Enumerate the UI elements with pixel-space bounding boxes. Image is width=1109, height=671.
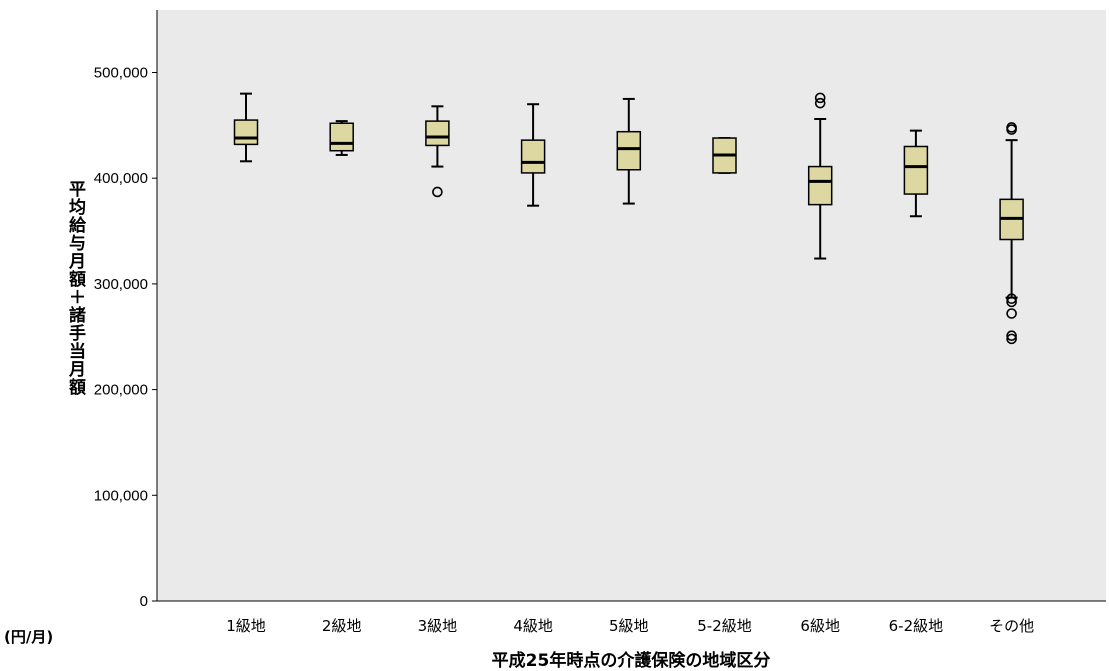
x-tick-label: 2級地: [322, 617, 362, 635]
outlier-point: [1006, 308, 1017, 319]
box-6-2級地: [903, 129, 929, 218]
x-tick-label: 5級地: [609, 617, 649, 635]
iqr-box: [520, 139, 546, 174]
outlier-point: [1006, 333, 1017, 345]
outlier-point: [814, 92, 826, 104]
x-tick-label: 6-2級地: [889, 617, 944, 635]
y-tick-label: 200,000: [94, 382, 148, 399]
outlier-point: [814, 97, 826, 109]
y-ticks: 0 100,000 200,000 300,000 400,000 500,000: [94, 65, 157, 610]
box-その他: [999, 122, 1024, 345]
y-tick-label: 0: [140, 593, 148, 610]
unit-label: (円/月): [4, 628, 54, 646]
box-3級地: [425, 105, 450, 198]
box-5級地: [616, 97, 642, 205]
outlier-point: [432, 186, 443, 198]
box-6級地: [807, 92, 833, 260]
x-tick-label: その他: [989, 617, 1034, 635]
iqr-box: [903, 145, 929, 195]
outlier-point: [1006, 293, 1017, 304]
iqr-box: [425, 120, 450, 147]
x-tick-label: 1級地: [226, 617, 266, 635]
box-4級地: [520, 103, 546, 207]
iqr-box: [807, 165, 833, 206]
plot-area: [157, 10, 1106, 601]
outlier-point: [1006, 330, 1017, 341]
iqr-box: [233, 119, 259, 146]
iqr-box: [329, 122, 354, 152]
outlier-point: [1006, 296, 1017, 308]
y-tick-label: 500,000: [94, 65, 148, 82]
y-tick-label: 100,000: [94, 487, 148, 504]
outlier-point: [1006, 124, 1017, 135]
box-1級地: [233, 92, 259, 163]
y-tick-label: 300,000: [94, 276, 148, 293]
y-tick-label: 400,000: [94, 170, 148, 187]
x-tick-label: 5-2級地: [697, 617, 752, 635]
y-axis-title: 平均給与月額＋諸手当月額: [65, 180, 87, 396]
x-tick-label: 3級地: [418, 617, 458, 635]
x-tick-labels: 1級地 2級地 3級地 4級地 5級地 5-2級地 6級地 6-2級地 その他: [226, 617, 1034, 635]
box-2級地: [329, 120, 354, 156]
box-5-2級地: [712, 137, 737, 174]
boxes: [233, 92, 1024, 345]
x-tick-label: 4級地: [513, 617, 553, 635]
iqr-box: [616, 130, 642, 171]
x-axis-title: 平成25年時点の介護保険の地域区分: [492, 650, 771, 671]
x-tick-label: 6級地: [800, 617, 840, 635]
